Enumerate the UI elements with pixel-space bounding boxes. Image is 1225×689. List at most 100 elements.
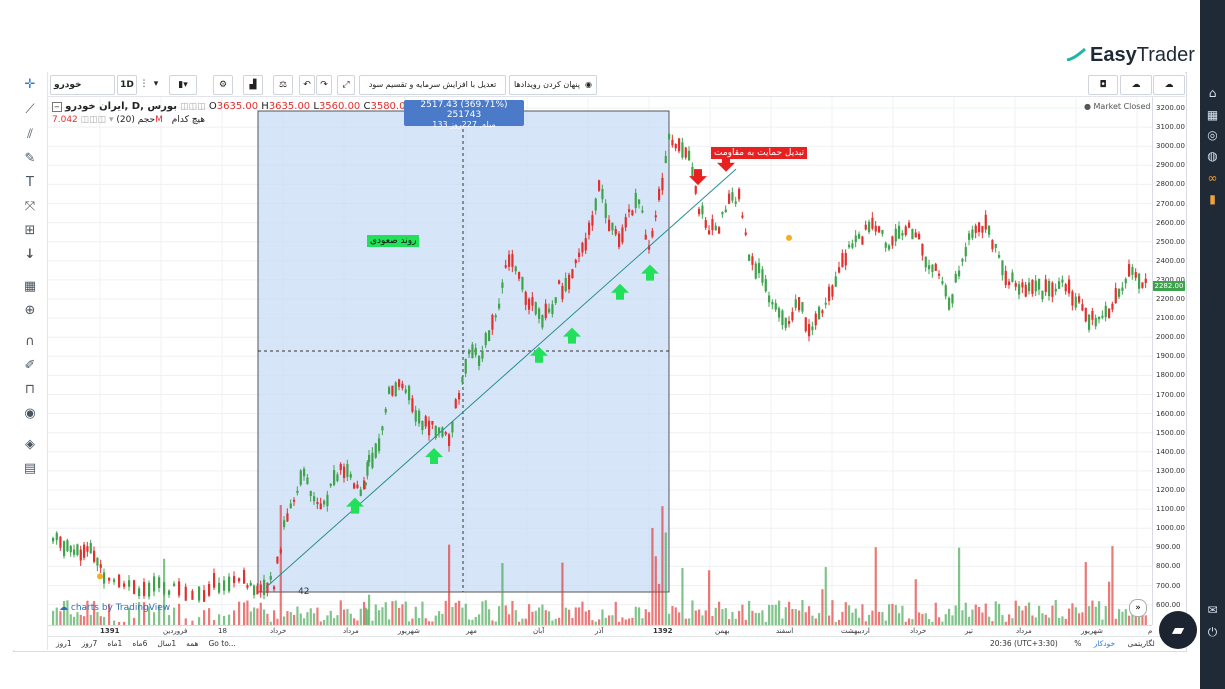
chevron-down-icon[interactable]: ▾ <box>151 75 161 93</box>
candle-body <box>454 399 457 409</box>
candle-body <box>988 225 991 235</box>
watermark-text: charts by TradingView <box>70 603 171 613</box>
candle-body <box>1004 270 1007 286</box>
legend-o-value: 3635.00 <box>216 101 259 112</box>
volume-controls-icon[interactable]: ▾ ◫◫◫ <box>80 115 114 125</box>
redo-icon[interactable]: ↷ <box>316 75 332 95</box>
uptrend-label[interactable]: روند صعودی <box>367 235 420 247</box>
volume-bar <box>1024 605 1027 625</box>
volume-bar <box>614 601 617 625</box>
arrow-down-icon[interactable]: ↓ <box>24 247 36 262</box>
lock-pencil-icon[interactable]: ✐ <box>24 358 36 373</box>
volume-bar <box>283 616 286 625</box>
volume-bar <box>661 506 664 625</box>
volume-bar <box>1058 617 1061 625</box>
crosshair-icon[interactable]: ✛ <box>24 77 36 92</box>
globe-icon[interactable]: ◍ <box>1207 149 1218 163</box>
measure-ruler-icon[interactable]: ⊞ <box>24 223 36 238</box>
percent-toggle[interactable]: % <box>1074 639 1082 648</box>
volume-bar <box>238 601 241 625</box>
compare-scale-icon[interactable]: ⚖ <box>273 75 293 95</box>
price-axis[interactable]: 3200.00 3100.00 3000.00 2900.00 2800.00 2700.… <box>1152 97 1186 625</box>
price-chart-pane[interactable]: − ایران خودرو, D, بورس ◫◫◫ O3635.00 H363… <box>48 97 1152 625</box>
candle-body <box>1024 284 1027 297</box>
volume-bar <box>554 618 557 625</box>
volume-bar <box>798 610 801 625</box>
power-icon[interactable]: ⏻ <box>1207 625 1218 639</box>
log-toggle[interactable]: لگاریتمی <box>1127 639 1155 648</box>
range-button[interactable]: 7روز <box>81 639 98 648</box>
volume-bar <box>336 615 339 625</box>
bar-chart-icon[interactable]: ▮ <box>1209 192 1216 206</box>
candle-body <box>774 303 777 310</box>
range-button[interactable]: 1ماه <box>107 639 123 648</box>
settings-gear-icon[interactable]: ⚙ <box>213 75 233 95</box>
candle-body <box>688 150 691 161</box>
volume-bar <box>484 600 487 625</box>
auto-toggle[interactable]: خودکار <box>1093 639 1116 648</box>
support-resistance-label[interactable]: تبدیل حمایت به مقاومت <box>711 147 808 159</box>
range-button[interactable]: Go to... <box>208 639 236 648</box>
brush-icon[interactable]: ✎ <box>24 151 36 166</box>
volume-bar <box>701 615 704 625</box>
range-button[interactable]: همه <box>186 639 199 648</box>
lock-icon[interactable]: ⊓ <box>24 382 36 397</box>
volume-bar <box>286 611 289 625</box>
more-icon[interactable]: ⋮ <box>139 75 149 93</box>
undo-icon[interactable]: ↶ <box>299 75 315 95</box>
candle-body <box>491 314 494 330</box>
clock-display[interactable]: 20:36 (UTC+3:30) <box>990 639 1058 648</box>
adjust-dividend-button[interactable]: تعدیل با افزایش سرمایه و تقسیم سود نقدی <box>359 75 506 107</box>
snapshot-camera-icon[interactable]: ◘ <box>1088 75 1118 95</box>
collapse-icon[interactable]: − <box>52 102 62 112</box>
zoom-in-icon[interactable]: ⊕ <box>24 303 36 318</box>
coins-icon[interactable]: ◎ <box>1207 128 1218 142</box>
candle-body <box>948 297 951 310</box>
cloud-upload-icon[interactable]: ☁ <box>1153 75 1185 95</box>
range-button[interactable]: 6ماه <box>132 639 148 648</box>
indicators-icon[interactable]: ▟ <box>243 75 263 95</box>
time-tick-label: مرداد <box>343 627 359 635</box>
price-tick-label: 1200.00 <box>1156 486 1185 494</box>
candle-body <box>1081 304 1084 311</box>
chart-type-button[interactable]: ▮▾ <box>169 75 197 95</box>
scroll-right-button[interactable]: » <box>1129 599 1147 617</box>
eye-visibility-icon[interactable]: ◉ <box>24 406 36 421</box>
range-button[interactable]: 1روز <box>56 639 72 648</box>
measure-tooltip-line1: 2517.43 (369.71%) 251743 <box>420 100 508 120</box>
fullscreen-icon[interactable]: ⤢ <box>337 75 355 95</box>
volume-bar <box>814 618 817 625</box>
volume-bar <box>93 600 96 625</box>
candle-body <box>934 263 937 271</box>
volume-bar <box>818 613 821 625</box>
magnet-icon[interactable]: ∩ <box>25 334 35 349</box>
cloud-download-icon[interactable]: ☁ <box>1120 75 1152 95</box>
volume-bar <box>534 610 537 625</box>
trendline-icon[interactable]: ⟋ <box>25 102 35 117</box>
chat-bubble-button[interactable]: ▰ <box>1159 611 1197 649</box>
candle-body <box>651 230 654 237</box>
symbol-search-input[interactable]: خودرو <box>50 75 115 95</box>
text-tool-icon[interactable]: T <box>26 175 34 190</box>
home-icon[interactable]: ⌂ <box>1208 86 1217 100</box>
volume-bar <box>213 620 216 625</box>
volume-bar <box>1001 615 1004 625</box>
volume-bar <box>366 609 369 625</box>
pitchfork-icon[interactable]: ⫽ <box>27 127 33 142</box>
legend-controls-icon[interactable]: ◫◫◫ <box>180 102 206 112</box>
time-axis[interactable]: 1391 فروردین 18 خرداد مرداد شهریور مهر آبان آذر 1… <box>48 625 1152 637</box>
hide-events-button[interactable]: پنهان کردن رویدادها ◉ <box>509 75 597 95</box>
volume-bar <box>398 607 401 625</box>
calculator-icon[interactable]: ▦ <box>1206 108 1219 122</box>
interval-button[interactable]: 1D <box>117 75 137 95</box>
pattern-icon[interactable]: ⤧ <box>24 199 36 214</box>
price-tick-label: 3200.00 <box>1156 104 1185 112</box>
layers-icon[interactable]: ◈ <box>25 437 35 452</box>
binoculars-icon[interactable]: ∞ <box>1207 171 1218 185</box>
trash-icon[interactable]: ▤ <box>23 461 37 476</box>
chat-icon[interactable]: ✉ <box>1207 603 1218 617</box>
ruler-icon[interactable]: ▦ <box>23 279 37 294</box>
candle-body <box>128 580 131 587</box>
volume-bar <box>901 605 904 625</box>
range-button[interactable]: 1سال <box>157 639 177 648</box>
